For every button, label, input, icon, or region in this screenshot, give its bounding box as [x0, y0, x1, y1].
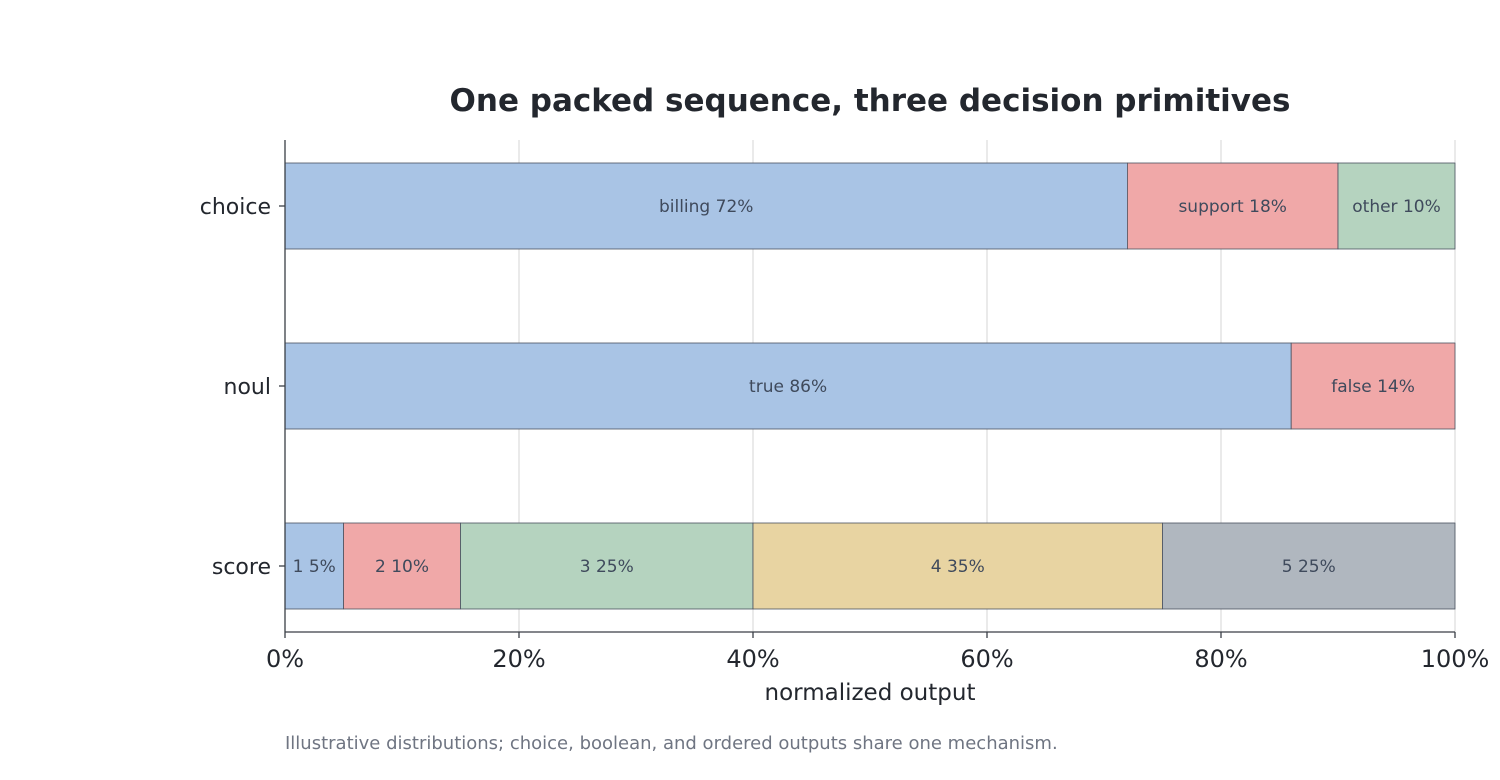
- bars: billing 72% support 18% other 10% true 86% f…: [284, 162, 1456, 610]
- bar-score-segment-4: [1162, 522, 1456, 610]
- bar-choice-segment-1: [1127, 162, 1339, 250]
- x-tick-label-0: 0%: [266, 645, 304, 673]
- bar-score-segment-0: [284, 522, 344, 610]
- segment-label-choice-0: billing 72%: [659, 197, 753, 217]
- x-tick-label-1: 20%: [492, 645, 545, 673]
- x-axis-label: normalized output: [765, 680, 976, 706]
- segment-label-noul-1: false 14%: [1331, 377, 1415, 397]
- chart-caption: Illustrative distributions; choice, bool…: [285, 733, 1058, 754]
- segment-label-noul-0: true 86%: [749, 377, 827, 397]
- bar-score-segment-1: [343, 522, 461, 610]
- axes: choice noul score 0% 20% 40% 60% 80% 100%: [200, 140, 1490, 673]
- chart-title: One packed sequence, three decision prim…: [450, 83, 1291, 119]
- x-tick-label-4: 80%: [1194, 645, 1247, 673]
- y-tick-label-noul: noul: [224, 375, 271, 400]
- x-tick-label-2: 40%: [726, 645, 779, 673]
- segment-label-score-1: 2 10%: [375, 557, 429, 577]
- bar-choice-segment-2: [1337, 162, 1456, 250]
- x-tick-label-5: 100%: [1421, 645, 1490, 673]
- x-tick-label-3: 60%: [960, 645, 1013, 673]
- y-tick-label-score: score: [212, 555, 271, 580]
- bar-noul-segment-1: [1290, 342, 1456, 430]
- bar-score-segment-3: [752, 522, 1163, 610]
- segment-label-score-2: 3 25%: [580, 557, 634, 577]
- bar-choice-segment-0: [284, 162, 1128, 250]
- segment-label-choice-2: other 10%: [1352, 197, 1440, 217]
- segment-label-choice-1: support 18%: [1178, 197, 1286, 217]
- segment-label-score-4: 5 25%: [1282, 557, 1336, 577]
- y-tick-label-choice: choice: [200, 195, 271, 220]
- bar-noul-segment-0: [284, 342, 1292, 430]
- segment-label-score-0: 1 5%: [293, 557, 336, 577]
- segment-label-score-3: 4 35%: [931, 557, 985, 577]
